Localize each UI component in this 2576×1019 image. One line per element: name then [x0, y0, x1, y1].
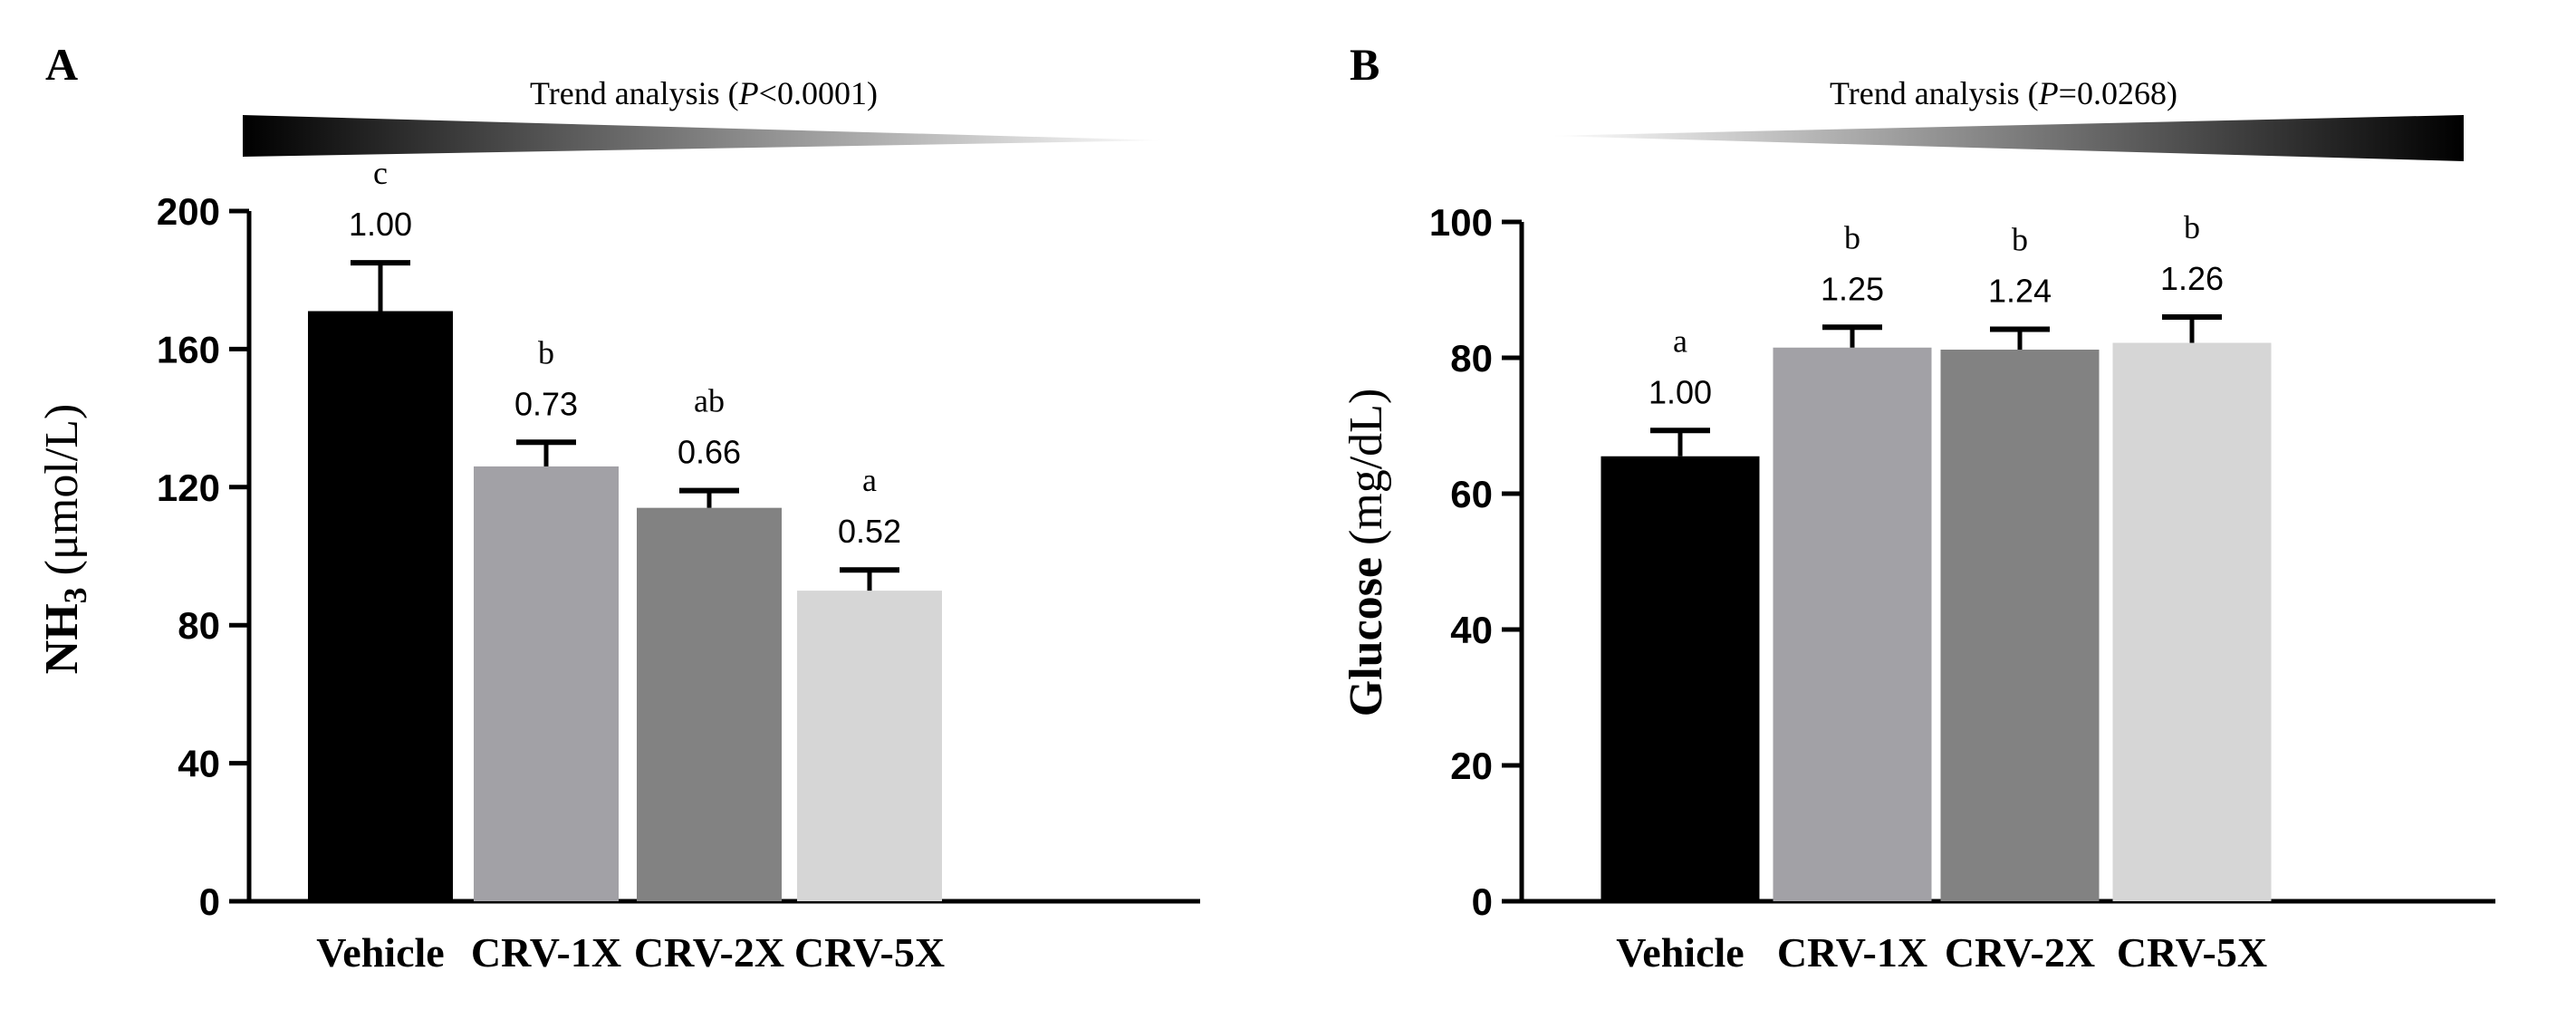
fold-change-label: 1.24: [1988, 273, 2052, 310]
y-tick-label: 0: [199, 880, 220, 923]
panel-b: B Trend analysis (P=0.0268) Glucose (mg/…: [1341, 39, 2495, 976]
bar: [474, 466, 619, 901]
fold-change-label: 0.52: [838, 513, 901, 550]
y-tick-label: 60: [1450, 473, 1493, 515]
bar: [1773, 347, 1932, 901]
significance-letter: ab: [694, 383, 725, 419]
panel-b-label: B: [1350, 39, 1379, 90]
panel-a-ylabel: NH3 (μmol/L): [36, 404, 93, 675]
bar: [1600, 456, 1760, 901]
fold-change-label: 1.00: [1648, 373, 1712, 410]
fold-change-label: 0.73: [514, 385, 578, 422]
panel-b-trend-text: Trend analysis (P=0.0268): [1830, 75, 2177, 111]
y-tick-label: 20: [1450, 745, 1493, 787]
x-tick-label: CRV-1X: [471, 929, 621, 976]
panel-a-trend-text: Trend analysis (P<0.0001): [530, 75, 878, 111]
y-tick-label: 120: [157, 466, 220, 509]
panel-b-ylabel: Glucose (mg/dL): [1341, 389, 1392, 717]
x-tick-label: CRV-2X: [634, 929, 784, 976]
significance-letter: b: [1844, 219, 1860, 255]
bar: [797, 591, 942, 901]
bar: [637, 507, 782, 901]
significance-letter: b: [538, 334, 554, 370]
significance-letter: a: [862, 462, 877, 498]
panel-b-trend-wedge: [1549, 115, 2464, 161]
x-tick-label: CRV-1X: [1777, 929, 1927, 976]
bar: [1940, 350, 2100, 901]
significance-letter: c: [373, 155, 388, 191]
fold-change-label: 1.25: [1821, 270, 1884, 307]
significance-letter: b: [2012, 222, 2028, 258]
x-tick-label: Vehicle: [316, 929, 444, 976]
fold-change-label: 1.00: [349, 206, 412, 243]
y-tick-label: 100: [1429, 201, 1493, 244]
panel-a-plot: 0 40 80 120 160 200 1.00 c Vehicle 0.73 b CRV-1X 0.6…: [157, 155, 1200, 976]
y-tick-label: 80: [178, 604, 220, 647]
fold-change-label: 0.66: [678, 434, 741, 471]
panel-a-label: A: [45, 39, 78, 90]
panel-b-plot: 0 20 40 60 80 100 1.00 a Vehicle 1.25 b CRV-1X 1.24 b…: [1429, 201, 2495, 976]
x-tick-label: CRV-5X: [2117, 929, 2267, 976]
y-tick-label: 160: [157, 328, 220, 370]
fold-change-label: 1.26: [2160, 260, 2224, 297]
bar: [2112, 342, 2272, 901]
panel-a: A Trend analysis (P<0.0001) NH3 (μmol/L)…: [36, 39, 1200, 976]
significance-letter: a: [1673, 322, 1687, 359]
significance-letter: b: [2184, 209, 2200, 245]
panel-a-trend-wedge: [243, 115, 1166, 157]
x-tick-label: CRV-5X: [794, 929, 945, 976]
y-tick-label: 40: [178, 743, 220, 785]
x-tick-label: Vehicle: [1616, 929, 1744, 976]
y-tick-label: 200: [157, 190, 220, 233]
y-tick-label: 0: [1472, 880, 1493, 923]
bar: [308, 311, 453, 901]
x-tick-label: CRV-2X: [1945, 929, 2095, 976]
y-tick-label: 80: [1450, 337, 1493, 380]
y-tick-label: 40: [1450, 609, 1493, 651]
